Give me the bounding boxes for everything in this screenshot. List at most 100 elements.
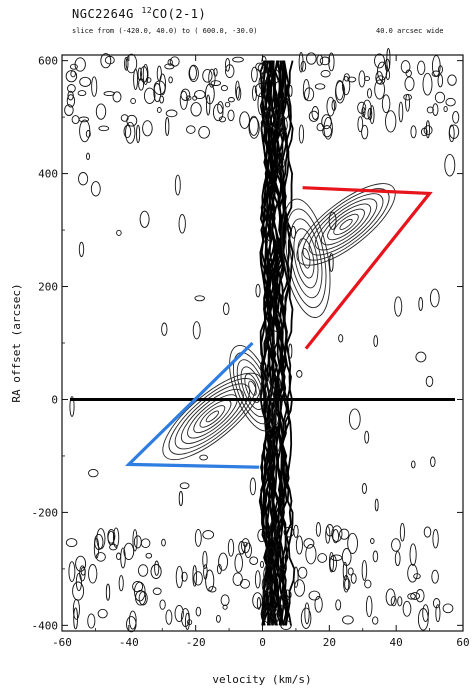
- x-tick-label: 0: [259, 636, 266, 649]
- noise-contour: [442, 603, 454, 614]
- x-axis-label: velocity (km/s): [212, 673, 311, 686]
- noise-contour: [445, 97, 456, 107]
- noise-contour: [347, 532, 358, 554]
- title-suffix: CO(2-1): [152, 7, 207, 21]
- noise-contour: [69, 396, 75, 417]
- y-axis-label: RA offset (arcsec): [10, 283, 23, 402]
- noise-contour: [188, 64, 199, 83]
- noise-contour: [341, 76, 351, 96]
- noise-contour: [262, 589, 270, 604]
- noise-contour: [358, 70, 366, 88]
- noise-contour: [248, 115, 259, 136]
- noise-contour: [264, 334, 275, 351]
- noise-contour: [418, 297, 424, 311]
- noise-contour: [403, 93, 412, 101]
- noise-contour: [279, 563, 287, 570]
- blue-lobe-contour: [199, 405, 226, 428]
- noise-contour: [202, 68, 213, 83]
- noise-contour: [275, 544, 283, 551]
- noise-contour: [95, 103, 107, 120]
- noise-contour: [261, 70, 269, 82]
- noise-contour: [303, 538, 315, 549]
- noise-contour: [402, 600, 412, 617]
- noise-contour: [432, 529, 439, 549]
- noise-contour: [311, 106, 320, 120]
- noise-contour: [325, 524, 334, 537]
- noise-contour: [109, 543, 118, 551]
- blue-lobe-contour: [229, 344, 276, 432]
- red-lobe-contour: [321, 203, 372, 246]
- noise-contour: [357, 116, 364, 133]
- y-tick-label: -200: [32, 506, 59, 519]
- noise-contour: [159, 73, 167, 96]
- noise-contour: [174, 174, 181, 196]
- noise-contour: [270, 69, 280, 84]
- noise-contour: [443, 105, 448, 113]
- noise-contour: [213, 67, 218, 77]
- noise-contour: [391, 538, 401, 552]
- noise-contour: [262, 606, 274, 624]
- noise-contour: [239, 578, 251, 589]
- noise-contour: [75, 555, 87, 572]
- noise-contour: [192, 321, 201, 340]
- noise-contour: [429, 288, 440, 308]
- noise-contour: [126, 616, 137, 633]
- noise-contour: [96, 528, 106, 550]
- noise-contour: [400, 60, 411, 74]
- y-tick-label: 400: [38, 168, 58, 181]
- noise-contour: [434, 91, 446, 104]
- y-tick-label: 600: [38, 55, 58, 68]
- ambient-contour: [259, 60, 274, 626]
- noise-contour: [254, 82, 267, 98]
- noise-contour: [264, 112, 269, 120]
- blue-lobe-contour: [180, 388, 244, 444]
- noise-contour: [266, 546, 275, 567]
- noise-contour: [417, 608, 429, 631]
- noise-contour: [181, 571, 188, 582]
- noise-contour: [347, 76, 357, 83]
- noise-contour: [249, 556, 259, 565]
- noise-contour: [133, 68, 139, 90]
- noise-contour: [255, 283, 261, 298]
- noise-contour: [199, 454, 208, 461]
- noise-contour: [280, 620, 292, 631]
- noise-contour: [194, 528, 202, 547]
- noise-contour: [125, 121, 136, 144]
- noise-contour: [98, 125, 110, 132]
- noise-contour: [331, 99, 337, 111]
- noise-contour: [161, 538, 166, 547]
- noise-contour: [298, 52, 304, 73]
- noise-contour: [192, 565, 197, 587]
- noise-contour: [372, 616, 379, 625]
- noise-contour: [128, 610, 137, 630]
- noise-contour: [220, 594, 230, 607]
- noise-contour: [257, 92, 266, 116]
- noise-contour: [269, 607, 279, 625]
- red-lobe-contour: [285, 208, 327, 309]
- noise-contour: [305, 544, 317, 565]
- noise-contour: [407, 563, 418, 583]
- noise-contour: [254, 570, 261, 589]
- noise-contour: [159, 599, 166, 610]
- noise-contour: [361, 106, 366, 118]
- noise-contour: [75, 572, 82, 592]
- noise-contour: [88, 468, 99, 478]
- noise-contour: [123, 124, 132, 139]
- noise-contour: [126, 114, 138, 127]
- noise-contour: [364, 579, 372, 589]
- noise-contour: [178, 490, 184, 507]
- noise-contour: [350, 573, 357, 584]
- noise-contour: [139, 210, 150, 228]
- noise-contour: [124, 56, 129, 71]
- blue-lobe-contour: [248, 380, 257, 396]
- noise-contour: [432, 103, 439, 116]
- noise-contour: [295, 535, 303, 555]
- noise-contour: [232, 56, 244, 63]
- blue-lobe-contour: [168, 378, 257, 455]
- noise-contour: [142, 120, 153, 137]
- noise-contour: [415, 589, 425, 603]
- noise-contour: [222, 604, 228, 610]
- noise-contour: [271, 434, 281, 453]
- noise-contour: [335, 80, 346, 104]
